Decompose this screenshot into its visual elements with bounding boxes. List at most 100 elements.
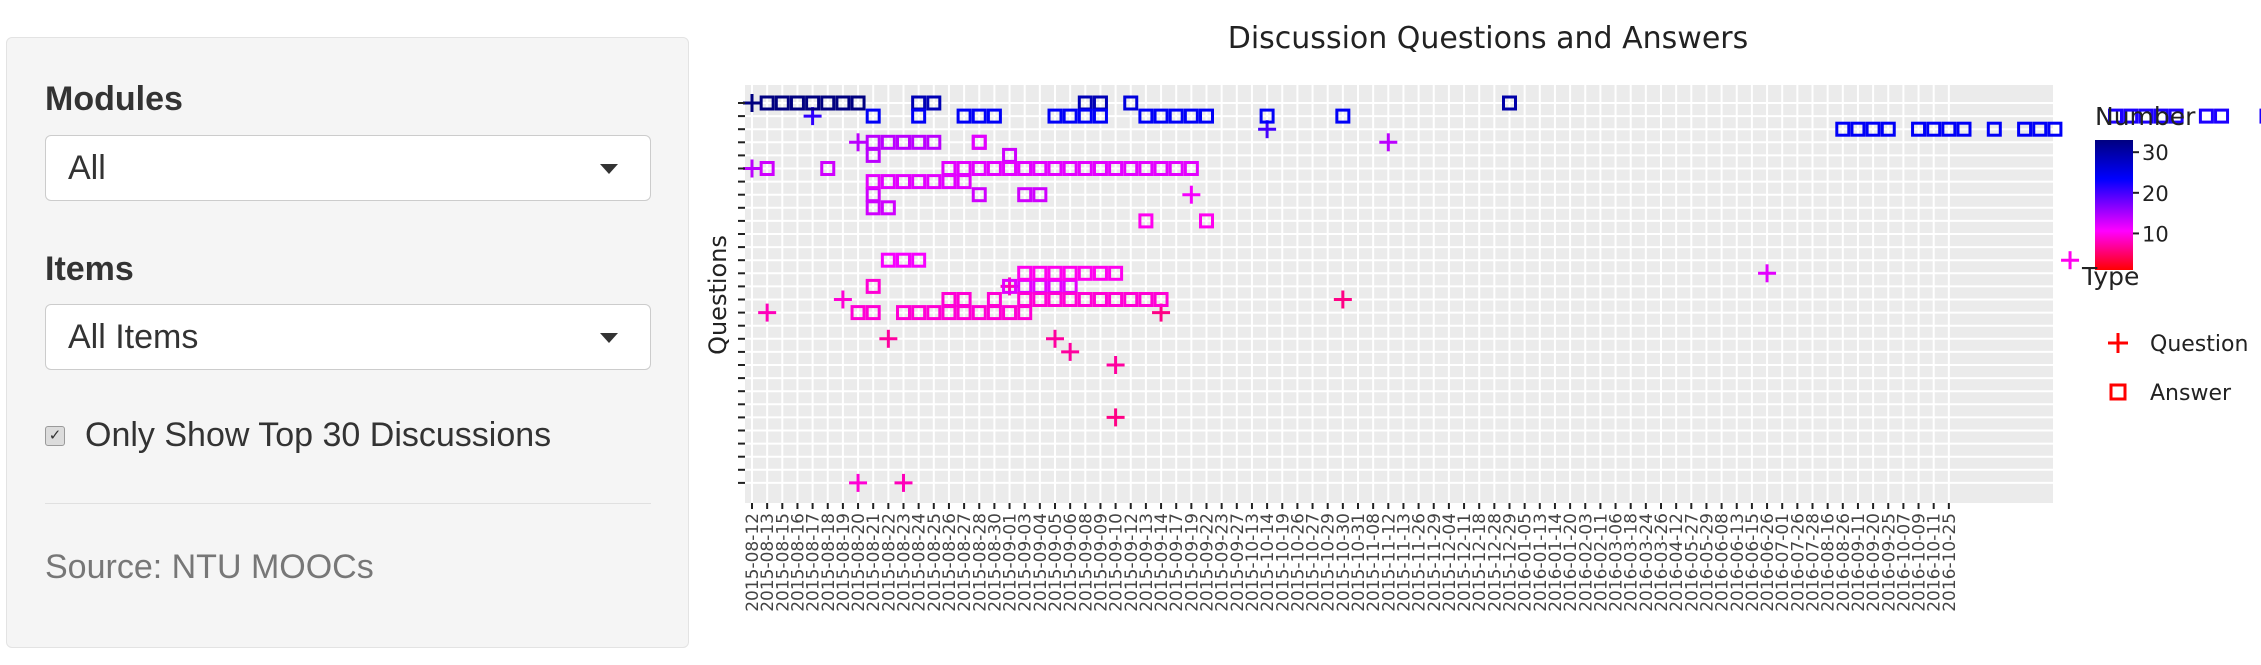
answer-point xyxy=(911,174,927,190)
answer-point xyxy=(805,95,821,111)
x-tick-label: 2016-07-28 xyxy=(1804,513,1824,612)
answer-point xyxy=(926,95,942,111)
question-point xyxy=(879,329,898,348)
question-point xyxy=(2061,251,2080,270)
answer-point xyxy=(1850,121,1866,137)
x-tick-label: 2016-06-13 xyxy=(1728,513,1748,612)
x-tick-label: 2015-12-29 xyxy=(1501,513,1521,612)
answer-point xyxy=(896,134,911,150)
x-tick-label: 2015-09-22 xyxy=(1198,513,1218,612)
answer-point xyxy=(774,95,790,111)
answer-point xyxy=(1002,305,1018,321)
answer-point xyxy=(896,174,911,190)
answer-point xyxy=(1502,95,1517,111)
answer-point xyxy=(896,305,911,321)
items-select[interactable]: All Items xyxy=(45,304,651,370)
question-point xyxy=(743,94,761,112)
answer-point xyxy=(1062,265,1078,281)
x-tick-label: 2015-08-13 xyxy=(758,513,778,612)
x-tick-label: 2015-09-01 xyxy=(1001,513,1021,612)
answer-point xyxy=(820,161,836,176)
answer-point xyxy=(1865,121,1881,137)
answer-point xyxy=(2047,121,2063,137)
x-tick-label: 2016-06-26 xyxy=(1758,513,1778,612)
answer-point xyxy=(1002,278,1018,294)
x-tick-label: 2015-09-08 xyxy=(1076,513,1096,612)
answer-point xyxy=(1092,265,1108,281)
answer-point xyxy=(1335,108,1351,124)
answer-point xyxy=(911,252,927,268)
answer-point xyxy=(971,161,987,176)
x-tick-label: 2015-10-13 xyxy=(1243,513,1263,612)
answer-point xyxy=(1199,108,1214,124)
x-tick-label: 2015-11-29 xyxy=(1425,513,1445,612)
answer-point xyxy=(986,108,1002,124)
x-tick-label: 2015-09-27 xyxy=(1228,513,1248,612)
top30-checkbox-row[interactable]: ✓ Only Show Top 30 Discussions xyxy=(45,416,551,455)
answer-point xyxy=(1168,108,1184,124)
x-tick-label: 2015-09-14 xyxy=(1152,513,1172,612)
grid-lines xyxy=(745,85,2053,503)
answer-point xyxy=(926,305,942,321)
answer-point xyxy=(835,95,851,111)
x-tick-label: 2016-09-25 xyxy=(1879,513,1899,612)
answer-point xyxy=(2168,108,2184,124)
legend-item-answer[interactable]: Answer xyxy=(2109,381,2232,406)
answer-point xyxy=(1986,121,2002,137)
answer-point xyxy=(880,200,896,216)
x-tick-label: 2015-10-31 xyxy=(1349,513,1369,612)
x-tick-label: 2015-09-05 xyxy=(1046,513,1066,612)
x-tick-label: 2015-11-12 xyxy=(1379,513,1399,612)
x-tick-label: 2015-12-18 xyxy=(1470,513,1490,612)
x-tick-label: 2015-08-19 xyxy=(834,513,854,612)
top30-checkbox[interactable]: ✓ xyxy=(45,425,65,446)
colorbar-tick-label: 30 xyxy=(2142,141,2169,165)
answer-point xyxy=(1153,292,1169,307)
x-tick-label: 2015-09-23 xyxy=(1213,513,1233,612)
items-label: Items xyxy=(45,250,134,288)
x-tick-label: 2016-01-13 xyxy=(1531,513,1551,612)
answer-point xyxy=(1017,292,1033,307)
x-tick-label: 2016-06-15 xyxy=(1743,513,1763,612)
sidebar-divider xyxy=(45,503,651,504)
answer-point xyxy=(941,161,957,176)
colorbar-ticks: 10 20 30 xyxy=(2133,141,2169,246)
x-tick-label: 2015-08-17 xyxy=(804,513,824,612)
legend-item-question[interactable]: Question xyxy=(2108,332,2248,357)
x-tick-label: 2016-03-24 xyxy=(1637,513,1657,612)
answer-point xyxy=(2032,121,2048,137)
answer-point xyxy=(1077,292,1093,307)
answer-point xyxy=(2214,108,2230,124)
answer-point xyxy=(1108,292,1124,307)
answer-point xyxy=(820,95,836,111)
x-tick-label: 2016-01-14 xyxy=(1546,513,1566,612)
answer-point xyxy=(880,252,896,268)
answer-point xyxy=(971,187,987,203)
answer-point xyxy=(1047,161,1063,176)
answer-point xyxy=(956,108,972,124)
question-point xyxy=(894,473,913,492)
answer-point xyxy=(2108,108,2123,124)
x-tick-label: 2015-08-28 xyxy=(970,513,990,612)
question-point xyxy=(758,303,777,322)
x-tick-label: 2016-02-11 xyxy=(1591,513,1611,612)
x-tick-label: 2016-06-08 xyxy=(1713,513,1733,612)
x-tick-label: 2015-09-09 xyxy=(1091,513,1111,612)
question-point xyxy=(1106,408,1125,427)
answer-point xyxy=(1123,292,1139,307)
x-tick-label: 2016-10-09 xyxy=(1910,513,1930,612)
answer-point xyxy=(1168,161,1184,176)
modules-select[interactable]: All xyxy=(45,135,651,201)
answer-point xyxy=(1032,161,1048,176)
answer-point xyxy=(1835,121,1851,137)
answer-point xyxy=(971,108,987,124)
cross-icon xyxy=(2108,333,2128,353)
x-tick-label: 2016-04-12 xyxy=(1667,513,1687,612)
answer-point xyxy=(865,108,881,124)
question-point xyxy=(1333,290,1352,309)
answer-point xyxy=(1108,161,1124,176)
answer-point xyxy=(926,134,942,150)
source-text: Source: NTU MOOCs xyxy=(45,548,374,586)
series-question xyxy=(743,94,2080,492)
answer-point xyxy=(986,292,1002,307)
